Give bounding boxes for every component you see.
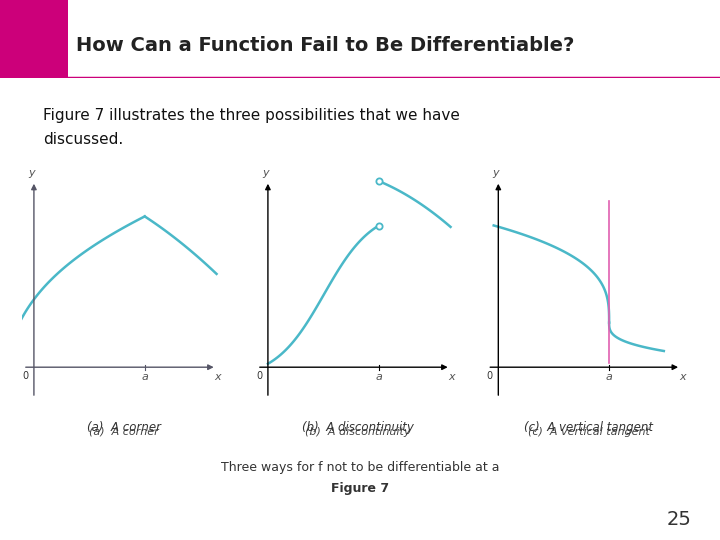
Text: x: x	[215, 372, 221, 382]
Text: x: x	[449, 372, 455, 382]
Text: y: y	[492, 167, 499, 178]
Text: (c)  A vertical tangent: (c) A vertical tangent	[524, 421, 653, 434]
Text: a: a	[606, 372, 613, 382]
Text: (b)  A discontinuity: (b) A discontinuity	[305, 427, 411, 437]
Text: Figure 7: Figure 7	[331, 482, 389, 495]
Text: discussed.: discussed.	[43, 132, 123, 147]
Text: (c)  A vertical tangent: (c) A vertical tangent	[528, 427, 649, 437]
Text: (a)  A corner: (a) A corner	[87, 421, 161, 434]
Text: 25: 25	[666, 510, 691, 529]
Text: Figure 7 illustrates the three possibilities that we have: Figure 7 illustrates the three possibili…	[43, 108, 460, 123]
Text: (b)  A discontinuity: (b) A discontinuity	[302, 421, 414, 434]
Text: a: a	[141, 372, 148, 382]
Text: a: a	[375, 372, 382, 382]
Text: (a)  A corner: (a) A corner	[89, 427, 159, 437]
Text: x: x	[679, 372, 685, 382]
Text: 0: 0	[22, 372, 28, 381]
Text: 0: 0	[256, 372, 262, 381]
Text: 0: 0	[487, 372, 493, 381]
Text: How Can a Function Fail to Be Differentiable?: How Can a Function Fail to Be Differenti…	[76, 36, 574, 55]
Text: Three ways for f not to be differentiable at a: Three ways for f not to be differentiabl…	[221, 461, 499, 474]
Text: y: y	[28, 167, 35, 178]
Bar	[0, 0, 68, 78]
Text: y: y	[262, 167, 269, 178]
